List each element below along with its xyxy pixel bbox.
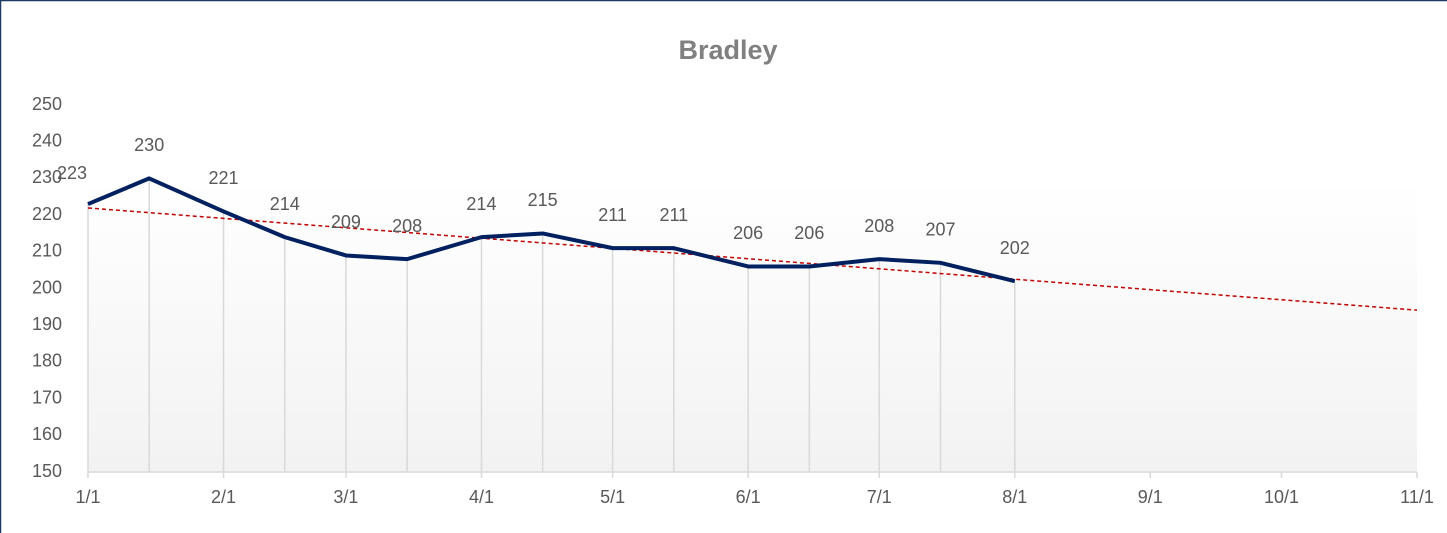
y-tick-label: 160 [32,424,62,444]
y-tick-label: 200 [32,277,62,297]
data-label: 206 [733,223,763,243]
plot-background [88,180,1417,472]
data-label: 209 [331,212,361,232]
data-label: 230 [134,135,164,155]
y-tick-label: 180 [32,351,62,371]
data-label: 211 [659,205,688,225]
x-tick-label: 11/1 [1400,487,1434,507]
data-label: 214 [466,194,496,214]
y-tick-label: 240 [32,130,62,150]
y-tick-label: 250 [32,94,62,114]
y-tick-label: 190 [32,314,62,334]
data-label: 207 [925,220,955,240]
x-tick-label: 8/1 [1002,487,1027,507]
x-tick-label: 5/1 [600,487,625,507]
data-label: 223 [57,163,87,183]
x-tick-label: 10/1 [1264,487,1299,507]
data-label: 211 [598,205,627,225]
data-label: 208 [864,216,894,236]
y-tick-label: 230 [32,167,62,187]
x-tick-label: 6/1 [736,487,761,507]
data-label: 214 [270,194,300,214]
data-label: 215 [528,190,558,210]
y-tick-label: 210 [32,241,62,261]
x-tick-label: 2/1 [211,487,236,507]
x-tick-label: 4/1 [469,487,494,507]
chart-title: Bradley [678,35,777,65]
data-label: 202 [1000,238,1030,258]
x-tick-label: 1/1 [75,487,100,507]
data-line [87,176,1016,284]
data-label: 208 [392,216,422,236]
trendline [87,207,1418,311]
y-tick-label: 150 [32,461,62,481]
x-tick-label: 9/1 [1138,487,1163,507]
data-label: 221 [208,168,238,188]
x-tick-label: 7/1 [867,487,892,507]
x-tick-label: 3/1 [333,487,358,507]
data-label: 206 [794,223,824,243]
y-tick-label: 220 [32,204,62,224]
y-tick-label: 170 [32,387,62,407]
